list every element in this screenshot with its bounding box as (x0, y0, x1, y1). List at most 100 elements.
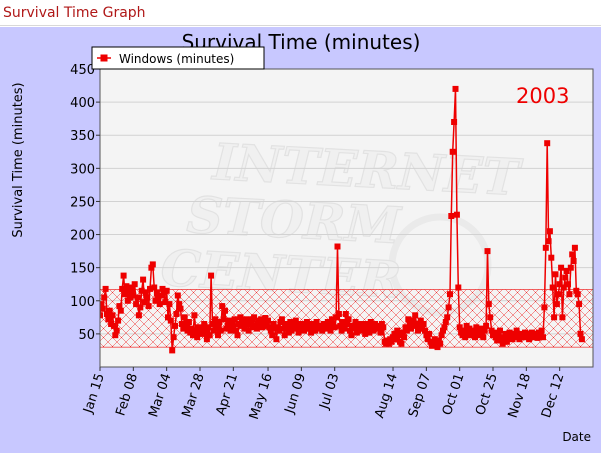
data-point (181, 314, 188, 321)
data-point (331, 324, 338, 331)
data-point (480, 334, 487, 341)
data-point (335, 311, 342, 317)
data-point (123, 283, 130, 290)
data-point (481, 327, 488, 334)
data-point (206, 332, 213, 339)
data-point (513, 327, 520, 334)
data-point (167, 317, 174, 324)
data-point (144, 294, 151, 301)
data-point (442, 319, 449, 325)
data-point (369, 324, 376, 331)
data-point (119, 285, 126, 292)
data-point (570, 258, 577, 264)
data-point (270, 321, 277, 327)
data-point (253, 325, 260, 332)
data-point (438, 332, 445, 339)
data-point (280, 325, 287, 332)
data-point (363, 321, 370, 327)
data-point (308, 329, 315, 336)
data-point (142, 289, 149, 296)
data-point (294, 321, 301, 327)
data-point (276, 327, 283, 334)
data-point (201, 321, 208, 327)
data-point (542, 244, 549, 251)
data-point (102, 285, 109, 292)
data-point (556, 281, 563, 288)
data-point (134, 294, 141, 301)
data-point (502, 330, 509, 337)
data-point (291, 325, 298, 332)
data-point (173, 311, 180, 317)
data-point (342, 311, 349, 317)
data-point (251, 314, 258, 321)
data-point (327, 327, 334, 334)
data-point (573, 287, 580, 294)
data-point (452, 85, 459, 92)
data-point (313, 319, 320, 325)
data-point (245, 327, 252, 334)
data-point (553, 301, 560, 308)
data-point (205, 324, 212, 331)
data-point (303, 319, 310, 325)
data-point (131, 281, 138, 288)
data-point (365, 325, 371, 332)
data-point (176, 301, 183, 308)
data-point (348, 332, 355, 339)
data-point (170, 334, 177, 341)
data-point (334, 243, 341, 250)
data-point (328, 316, 335, 323)
data-point (145, 303, 152, 310)
data-point (267, 327, 274, 334)
data-point (399, 329, 406, 336)
data-point (355, 324, 362, 331)
data-point (110, 322, 117, 329)
data-point (292, 317, 299, 324)
data-point (392, 336, 399, 343)
data-point (544, 140, 551, 147)
data-point (185, 319, 192, 325)
data-point (156, 301, 163, 308)
data-point (376, 324, 383, 331)
data-point (100, 301, 105, 308)
data-point (138, 287, 145, 294)
data-point (503, 338, 510, 345)
data-point (455, 284, 462, 291)
data-point (266, 324, 273, 331)
data-point (274, 324, 281, 331)
data-point (202, 327, 209, 334)
legend-box (91, 46, 265, 70)
data-point (169, 347, 176, 354)
data-point (183, 322, 190, 329)
legend: Windows (minutes) (91, 46, 265, 70)
data-point (448, 213, 455, 219)
data-point (242, 316, 249, 323)
data-point (320, 321, 327, 327)
data-point (563, 268, 570, 274)
data-point (113, 327, 120, 334)
data-point (128, 284, 135, 291)
data-point (451, 119, 458, 125)
data-point (487, 314, 494, 321)
y-tick-label: 50 (78, 328, 95, 343)
data-point (283, 321, 290, 327)
data-point (548, 254, 555, 261)
data-point (217, 327, 224, 334)
data-point (541, 304, 548, 311)
y-tick-label: 200 (70, 229, 95, 244)
y-tick-label: 150 (70, 262, 95, 277)
data-point (449, 148, 456, 155)
data-point (148, 264, 155, 271)
data-point (130, 292, 137, 299)
data-point (484, 248, 491, 255)
data-point (233, 327, 240, 334)
y-tick-label: 350 (70, 129, 95, 144)
data-point (460, 327, 467, 334)
data-point (210, 327, 217, 334)
data-point (216, 319, 223, 325)
data-point (241, 325, 248, 332)
data-point (152, 297, 159, 304)
data-point (345, 316, 352, 323)
data-point (265, 317, 271, 324)
data-point (166, 301, 173, 308)
data-point (199, 330, 206, 337)
